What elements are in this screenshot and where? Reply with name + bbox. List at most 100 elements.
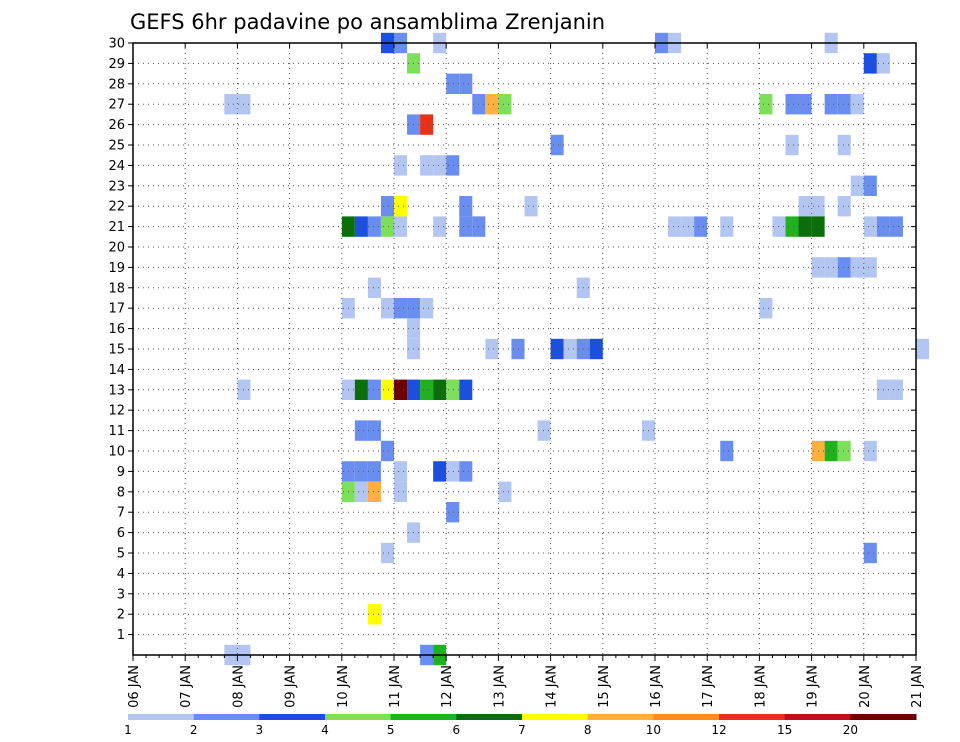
heatmap-cell-m22-s19	[380, 196, 394, 217]
heatmap-cell-m17-s20	[394, 298, 408, 319]
colorbar-segment	[259, 714, 326, 720]
y-tick-label: 12	[108, 404, 125, 419]
heatmap-cell-m24-s23	[433, 155, 447, 176]
x-tick-label: 11 JAN	[388, 665, 403, 708]
heatmap-cell-m8-s28	[498, 481, 512, 502]
heatmap-cell-m15-s33	[563, 338, 577, 360]
colorbar-segment	[587, 714, 654, 720]
heatmap-cell-m13-s19	[380, 379, 394, 400]
heatmap-cell-m8-s18	[367, 481, 381, 502]
heatmap-cell-m27-s51	[798, 94, 812, 115]
colorbar-segment	[522, 714, 589, 720]
x-tick-label: 09 JAN	[284, 665, 299, 708]
x-tick-label: 21 JAN	[910, 665, 925, 708]
colorbar-label: 3	[256, 723, 264, 737]
heatmap-cell-m13-s25	[459, 379, 473, 400]
y-tick-label: 24	[108, 159, 125, 174]
y-tick-label: 7	[117, 506, 125, 521]
heatmap-cell-m21-s56	[863, 216, 877, 237]
colorbar-segment	[850, 714, 917, 720]
heatmap-cell-m21-s51	[798, 216, 812, 237]
heatmap-cell-m19-s53	[824, 257, 838, 278]
y-tick-label: 11	[108, 424, 125, 439]
heatmap-cell-m26-s22	[420, 114, 434, 135]
heatmap-cell-m10-s45	[720, 440, 734, 462]
y-tick-label: 18	[108, 281, 125, 296]
colorbar-label: 12	[711, 723, 726, 737]
heatmap-cell-m13-s24	[446, 379, 460, 400]
heatmap-cell-m9-s20	[394, 461, 408, 482]
heatmap-cell-m10-s53	[824, 440, 838, 462]
heatmap-cell-m15-s32	[550, 338, 564, 360]
heatmap-cell-m23-s56	[863, 175, 877, 196]
y-tick-label: 3	[117, 587, 125, 602]
heatmap-cell-m19-s56	[863, 257, 877, 278]
heatmap-cell-m27-s48	[759, 94, 773, 115]
y-tick-label: 10	[108, 445, 125, 460]
heatmap-cell-m27-s27	[485, 94, 499, 115]
x-tick-label: 12 JAN	[440, 665, 455, 708]
heatmap-cell-m10-s56	[863, 440, 877, 462]
x-tick-label: 06 JAN	[127, 665, 142, 708]
heatmap-cell-m21-s45	[720, 216, 734, 237]
heatmap-cell-m22-s30	[524, 196, 538, 217]
y-tick-label: 29	[108, 57, 125, 72]
x-tick-label: 16 JAN	[649, 665, 664, 708]
heatmap-cell-m8-s17	[354, 481, 368, 502]
colorbar-segment	[325, 714, 392, 720]
colorbar-label: 1	[124, 723, 132, 737]
heatmap-cell-m8-s20	[394, 481, 408, 502]
colorbar-label: 4	[321, 723, 329, 737]
heatmap-cell-m15-s35	[589, 338, 603, 360]
colorbar-label: 8	[584, 723, 592, 737]
y-tick-label: 21	[108, 220, 125, 235]
heatmap-cell-m25-s50	[785, 134, 799, 156]
heatmap-cell-m17-s22	[420, 298, 434, 319]
heatmap-cell-m21-s17	[354, 216, 368, 237]
heatmap-cell-m27-s55	[850, 94, 864, 115]
colorbar: 1 2 3 4 5 6 7 8 10 12 15 20	[124, 714, 917, 737]
heatmap-cell-m18-s18	[367, 277, 381, 298]
heatmap-cell-m21-s25	[459, 216, 473, 237]
x-tick-label: 14 JAN	[545, 665, 560, 708]
heatmap-cell-m29-s56	[863, 53, 877, 74]
colorbar-label: 10	[646, 723, 661, 737]
x-tick-label: 20 JAN	[858, 665, 873, 708]
grid-lines	[133, 42, 916, 655]
heatmap-cell-m22-s51	[798, 196, 812, 217]
heatmap-cell-m13-s22	[420, 379, 434, 400]
x-tick-label: 13 JAN	[492, 665, 507, 708]
heatmap-cell-m17-s19	[380, 298, 394, 319]
colorbar-label: 20	[843, 723, 858, 737]
y-tick-label: 17	[108, 302, 125, 317]
heatmap-cell-m23-s55	[850, 175, 864, 196]
heatmap-cell-m25-s32	[550, 134, 564, 156]
heatmap-cell-m22-s25	[459, 196, 473, 217]
heatmap-cell-m27-s7	[224, 94, 238, 115]
colorbar-segment	[784, 714, 851, 720]
colorbar-label: 15	[777, 723, 792, 737]
heatmap-cell-m27-s54	[837, 94, 851, 115]
heatmap-cell-m13-s58	[889, 379, 903, 400]
colorbar-segment	[128, 714, 195, 720]
heatmap-cell-m10-s54	[837, 440, 851, 462]
heatmap-cell-m9-s18	[367, 461, 381, 482]
colorbar-label: 6	[453, 723, 461, 737]
heatmap-cell-m28-s24	[446, 73, 460, 94]
heatmap-cell-m22-s20	[394, 196, 408, 217]
heatmap-cell-m24-s22	[420, 155, 434, 176]
heatmap-cell-m7-s24	[446, 502, 460, 523]
heatmap-cell-m19-s54	[837, 257, 851, 278]
y-tick-label: 23	[108, 179, 125, 194]
heatmap-cell-m13-s23	[433, 379, 447, 400]
y-tick-label: 25	[108, 139, 125, 154]
colorbar-segment	[390, 714, 457, 720]
heatmap-cell-m24-s24	[446, 155, 460, 176]
y-tick-label: 20	[108, 241, 125, 256]
heatmap-cell-m15-s27	[485, 338, 499, 360]
colorbar-label: 7	[518, 723, 526, 737]
axes: 1234567891011121314151617181920212223242…	[108, 37, 925, 708]
x-tick-label: 18 JAN	[753, 665, 768, 708]
y-tick-label: 4	[117, 567, 125, 582]
